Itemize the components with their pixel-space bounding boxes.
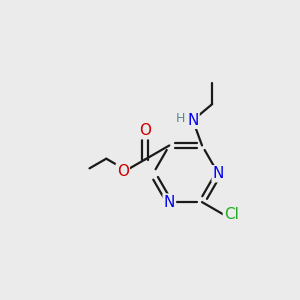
Text: H: H [176,112,185,125]
Text: O: O [117,164,129,179]
Text: N: N [164,195,175,210]
Text: N: N [213,166,224,181]
Text: Cl: Cl [224,207,239,222]
Text: N: N [187,113,199,128]
Text: O: O [139,123,151,138]
